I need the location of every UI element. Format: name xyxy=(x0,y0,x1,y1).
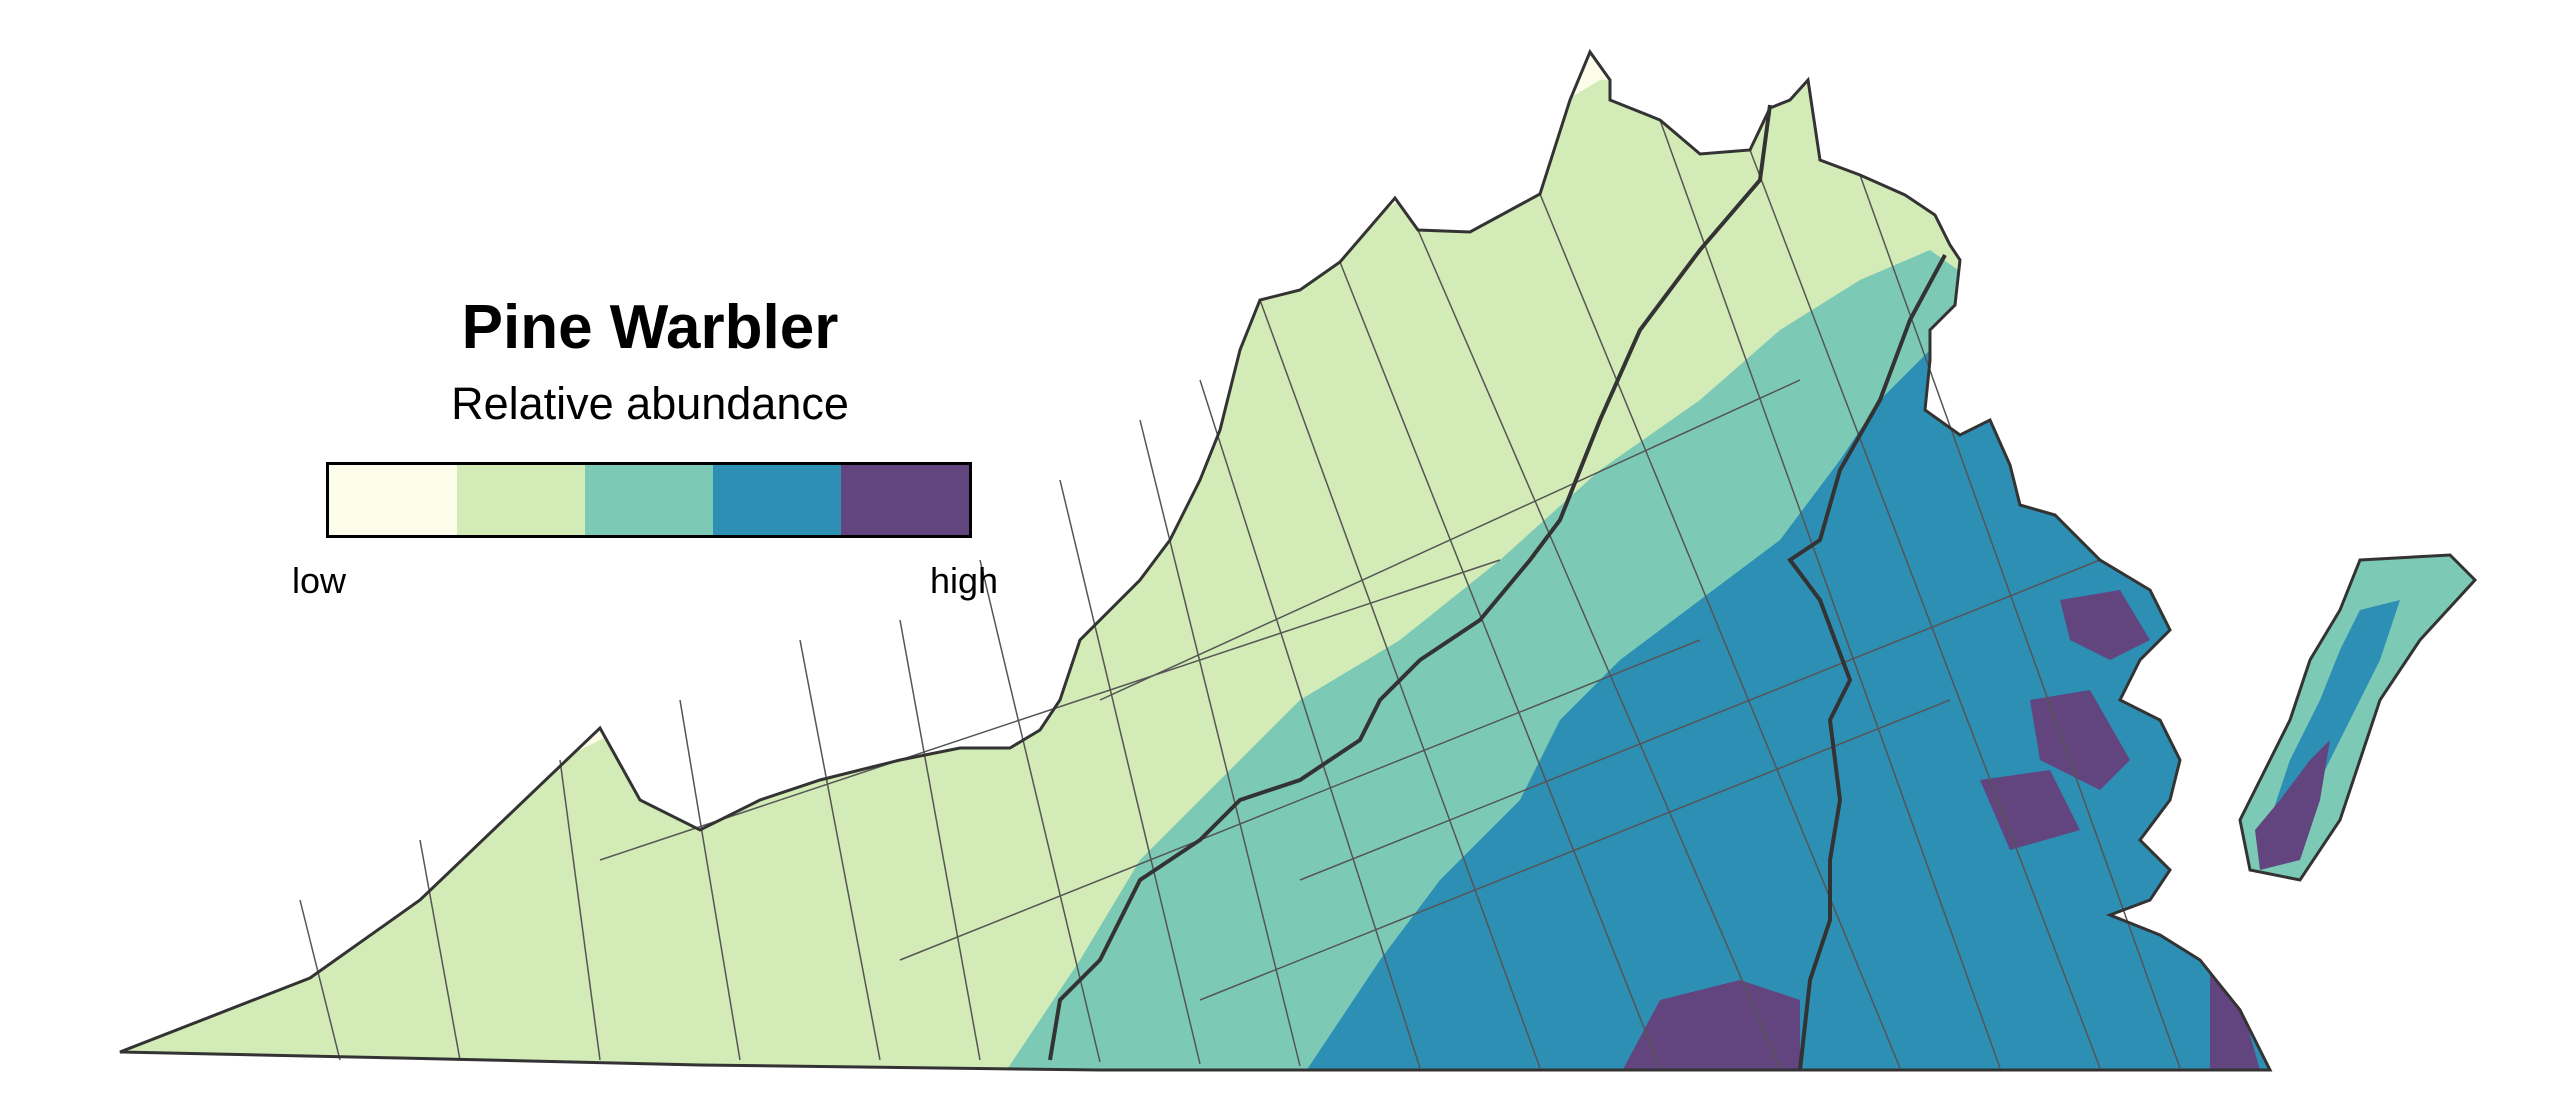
eastern-shore-outline xyxy=(2238,553,2478,882)
legend-title: Pine Warbler xyxy=(461,293,839,362)
legend-swatch-2 xyxy=(457,465,585,535)
eastern-shore-very-high xyxy=(2255,740,2330,870)
state-outline xyxy=(119,48,2273,1072)
county-boundaries xyxy=(299,119,2181,1069)
coastal-plain-line xyxy=(1787,254,1947,1071)
abundance-zone-very-high xyxy=(2210,960,2260,1070)
legend-low-label: low xyxy=(292,560,347,601)
abundance-zone-very-high xyxy=(1980,770,2080,850)
legend-subtitle: Relative abundance xyxy=(451,378,849,429)
legend-color-scale xyxy=(326,462,972,538)
legend-swatch-5 xyxy=(841,465,969,535)
fall-line xyxy=(1048,104,1772,1061)
abundance-zone-very-high xyxy=(2060,590,2150,660)
abundance-zone-very-high xyxy=(2030,690,2130,790)
legend-swatch-4 xyxy=(713,465,841,535)
abundance-zone-high xyxy=(1300,340,2270,1070)
legend-swatch-3 xyxy=(585,465,713,535)
abundance-zone-very-high xyxy=(1620,980,1800,1070)
legend-high-label: high xyxy=(930,560,999,601)
eastern-shore xyxy=(2238,553,2478,882)
legend-swatch-1 xyxy=(329,465,457,535)
